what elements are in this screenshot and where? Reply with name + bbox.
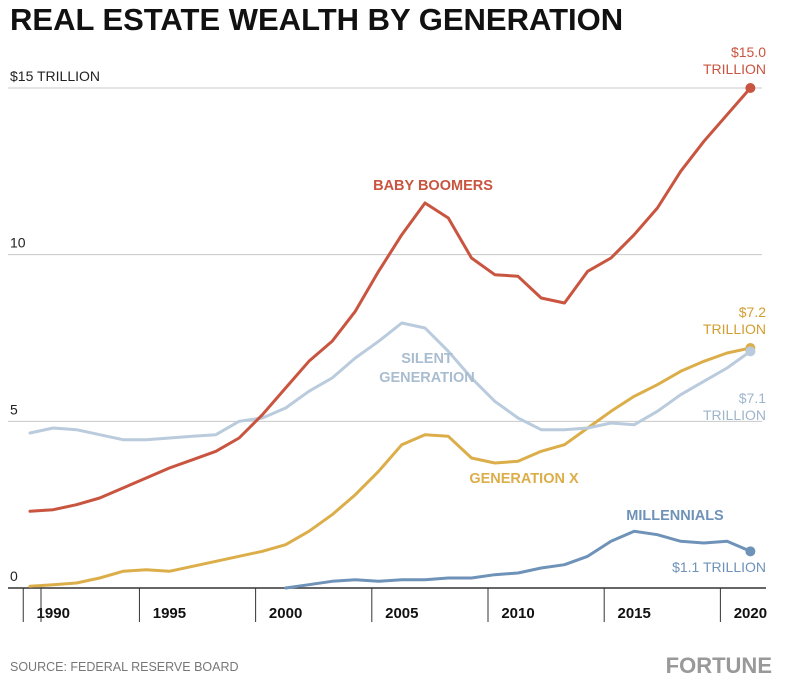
series-line-generation-x	[28, 346, 752, 588]
y-tick-label: $15 TRILLION	[10, 68, 100, 84]
chart-title: REAL ESTATE WEALTH BY GENERATION	[10, 2, 623, 37]
series-line-silent-generation	[28, 321, 752, 442]
brand-logo: FORTUNE	[666, 653, 772, 678]
series-end-point-baby-boomers	[745, 83, 756, 93]
end-label-millennials: $1.1 TRILLION	[672, 559, 766, 575]
end-label-generation-x-line1: $7.2	[739, 304, 766, 320]
label-baby-boomers: BABY BOOMERS	[373, 178, 493, 194]
label-silent-generation-line1: SILENT	[401, 351, 453, 367]
y-tick-label: 0	[10, 568, 18, 584]
x-tick-label: 1995	[153, 605, 186, 622]
series-end-point-millennials	[745, 546, 756, 557]
end-label-generation-x-line2: TRILLION	[703, 321, 766, 337]
x-axis: 1990 1995 2000 2005 2010 2015 2020	[8, 587, 767, 622]
x-tick-label: 1990	[37, 605, 70, 622]
series-labels: BABY BOOMERS SILENT GENERATION GENERATIO…	[373, 44, 766, 575]
grid: 0 5 10 $15 TRILLION	[8, 68, 762, 584]
x-tick-label: 2010	[501, 605, 534, 622]
series-line-baby-boomers	[28, 86, 752, 513]
x-tick-label: 2000	[269, 605, 302, 622]
x-tick-label: 2020	[734, 605, 767, 622]
end-label-baby-boomers-line1: $15.0	[731, 44, 766, 60]
y-tick-label: 5	[10, 401, 18, 417]
end-label-silent-generation-line1: $7.1	[739, 390, 766, 406]
label-silent-generation-line2: GENERATION	[379, 370, 475, 386]
series-end-point-silent-generation	[745, 346, 756, 357]
series-line-millennials	[284, 529, 752, 590]
label-generation-x: GENERATION X	[469, 471, 579, 487]
end-label-silent-generation-line2: TRILLION	[703, 407, 766, 423]
x-tick-label: 2005	[385, 605, 418, 622]
series-lines	[28, 83, 756, 590]
source-note: SOURCE: FEDERAL RESERVE BOARD	[10, 660, 239, 674]
label-millennials: MILLENNIALS	[626, 508, 724, 524]
y-tick-label: 10	[10, 235, 26, 251]
end-label-baby-boomers-line2: TRILLION	[703, 61, 766, 77]
x-tick-label: 2015	[618, 605, 651, 622]
